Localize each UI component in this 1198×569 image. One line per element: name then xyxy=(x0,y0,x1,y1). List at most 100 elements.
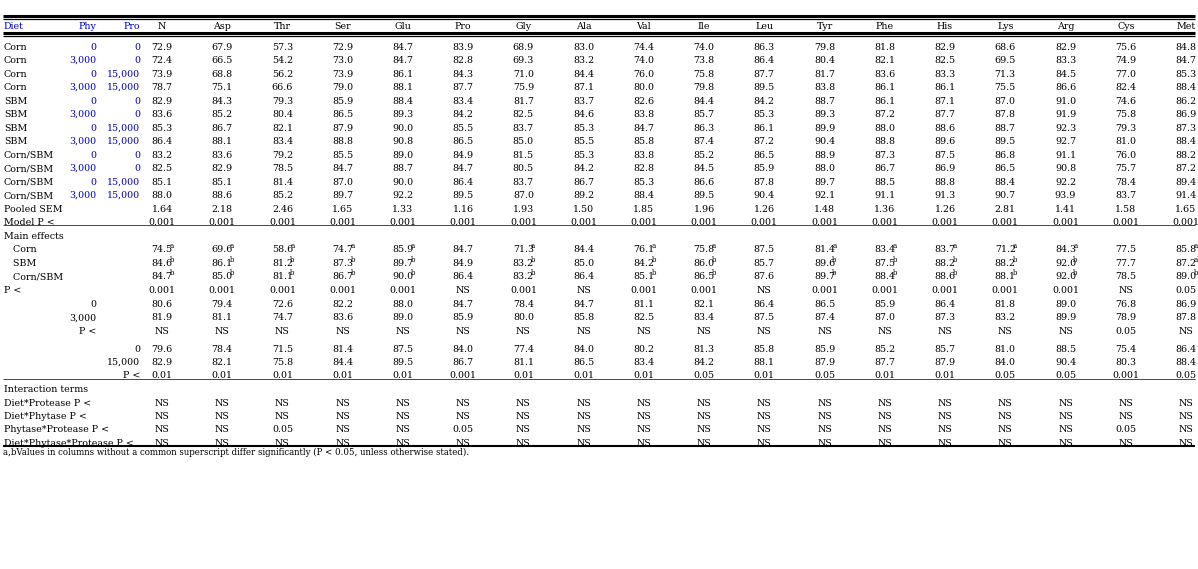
Text: 89.0: 89.0 xyxy=(1175,272,1197,281)
Text: a: a xyxy=(893,242,897,250)
Text: 85.3: 85.3 xyxy=(151,123,173,133)
Text: NS: NS xyxy=(757,398,772,407)
Text: b: b xyxy=(652,269,657,277)
Text: b: b xyxy=(531,269,536,277)
Text: Phe: Phe xyxy=(876,22,894,31)
Text: Lys: Lys xyxy=(997,22,1014,31)
Text: NS: NS xyxy=(998,426,1012,435)
Text: Phytase*Protease P <: Phytase*Protease P < xyxy=(4,426,109,435)
Text: Tyr: Tyr xyxy=(817,22,833,31)
Text: 75.4: 75.4 xyxy=(1115,344,1137,353)
Text: 0.001: 0.001 xyxy=(932,218,958,227)
Text: 86.4: 86.4 xyxy=(573,272,594,281)
Text: a,bValues in columns without a common superscript differ significantly (P < 0.05: a,bValues in columns without a common su… xyxy=(4,448,470,457)
Text: Thr: Thr xyxy=(274,22,291,31)
Text: 82.8: 82.8 xyxy=(634,164,654,173)
Text: 3,000: 3,000 xyxy=(68,314,96,323)
Text: 74.0: 74.0 xyxy=(634,56,654,65)
Text: Ala: Ala xyxy=(576,22,592,31)
Text: 86.4: 86.4 xyxy=(754,300,775,309)
Text: NS: NS xyxy=(938,439,952,448)
Text: 92.7: 92.7 xyxy=(1055,137,1076,146)
Text: 0.001: 0.001 xyxy=(208,286,236,295)
Text: 84.7: 84.7 xyxy=(453,245,473,254)
Text: 85.9: 85.9 xyxy=(332,97,353,105)
Text: 80.0: 80.0 xyxy=(634,83,654,92)
Text: 0.01: 0.01 xyxy=(754,372,775,381)
Text: 86.7: 86.7 xyxy=(875,164,895,173)
Text: NS: NS xyxy=(516,398,531,407)
Text: b: b xyxy=(1073,269,1078,277)
Text: NS: NS xyxy=(276,439,290,448)
Text: 84.6: 84.6 xyxy=(573,110,594,119)
Text: 69.6: 69.6 xyxy=(212,245,232,254)
Text: 84.7: 84.7 xyxy=(453,300,473,309)
Text: Corn: Corn xyxy=(4,245,37,254)
Text: a: a xyxy=(952,242,957,250)
Text: NS: NS xyxy=(757,286,772,295)
Text: 78.7: 78.7 xyxy=(151,83,173,92)
Text: 71.5: 71.5 xyxy=(272,344,294,353)
Text: 0.001: 0.001 xyxy=(270,218,296,227)
Text: 73.8: 73.8 xyxy=(694,56,715,65)
Text: 0: 0 xyxy=(90,123,96,133)
Text: NS: NS xyxy=(516,412,531,421)
Text: 69.5: 69.5 xyxy=(994,56,1016,65)
Text: 82.4: 82.4 xyxy=(1115,83,1136,92)
Text: a: a xyxy=(230,242,234,250)
Text: His: His xyxy=(937,22,954,31)
Text: 0.001: 0.001 xyxy=(149,218,175,227)
Text: 74.7: 74.7 xyxy=(332,245,353,254)
Text: 91.1: 91.1 xyxy=(875,191,895,200)
Text: 81.1: 81.1 xyxy=(212,314,232,323)
Text: 73.9: 73.9 xyxy=(151,69,173,79)
Text: 83.6: 83.6 xyxy=(212,150,232,159)
Text: NS: NS xyxy=(877,439,893,448)
Text: 80.2: 80.2 xyxy=(634,344,654,353)
Text: 80.3: 80.3 xyxy=(1115,358,1137,367)
Text: a: a xyxy=(1073,242,1077,250)
Text: 84.2: 84.2 xyxy=(453,110,473,119)
Text: 75.8: 75.8 xyxy=(694,69,715,79)
Text: 88.7: 88.7 xyxy=(393,164,413,173)
Text: NS: NS xyxy=(938,426,952,435)
Text: NS: NS xyxy=(576,327,591,336)
Text: P <: P < xyxy=(79,327,96,336)
Text: 86.1: 86.1 xyxy=(875,97,895,105)
Text: 2.18: 2.18 xyxy=(212,204,232,213)
Text: NS: NS xyxy=(998,439,1012,448)
Text: 88.2: 88.2 xyxy=(994,258,1016,267)
Text: 0.001: 0.001 xyxy=(811,286,839,295)
Text: NS: NS xyxy=(998,327,1012,336)
Text: 88.7: 88.7 xyxy=(994,123,1016,133)
Text: 0.01: 0.01 xyxy=(393,372,413,381)
Text: 0: 0 xyxy=(90,150,96,159)
Text: 83.9: 83.9 xyxy=(453,43,473,52)
Text: 86.9: 86.9 xyxy=(1175,300,1197,309)
Text: 86.5: 86.5 xyxy=(694,272,715,281)
Text: 85.9: 85.9 xyxy=(813,344,835,353)
Text: 87.2: 87.2 xyxy=(1175,164,1197,173)
Text: 89.7: 89.7 xyxy=(393,258,413,267)
Text: Asp: Asp xyxy=(213,22,231,31)
Text: 78.5: 78.5 xyxy=(272,164,294,173)
Text: 83.4: 83.4 xyxy=(272,137,294,146)
Text: Corn: Corn xyxy=(4,83,28,92)
Text: NS: NS xyxy=(938,412,952,421)
Text: 86.5: 86.5 xyxy=(573,358,594,367)
Text: 93.9: 93.9 xyxy=(1055,191,1076,200)
Text: NS: NS xyxy=(516,327,531,336)
Text: 77.5: 77.5 xyxy=(1115,245,1137,254)
Text: b: b xyxy=(712,269,716,277)
Text: Main effects: Main effects xyxy=(4,232,63,241)
Text: 0.001: 0.001 xyxy=(449,372,477,381)
Text: 83.6: 83.6 xyxy=(332,314,353,323)
Text: 85.5: 85.5 xyxy=(453,123,473,133)
Text: 79.8: 79.8 xyxy=(813,43,835,52)
Text: 82.1: 82.1 xyxy=(694,300,715,309)
Text: 83.7: 83.7 xyxy=(934,245,956,254)
Text: 15,000: 15,000 xyxy=(107,83,140,92)
Text: Corn/SBM: Corn/SBM xyxy=(4,178,54,187)
Text: 82.1: 82.1 xyxy=(272,123,294,133)
Text: 89.7: 89.7 xyxy=(813,178,835,187)
